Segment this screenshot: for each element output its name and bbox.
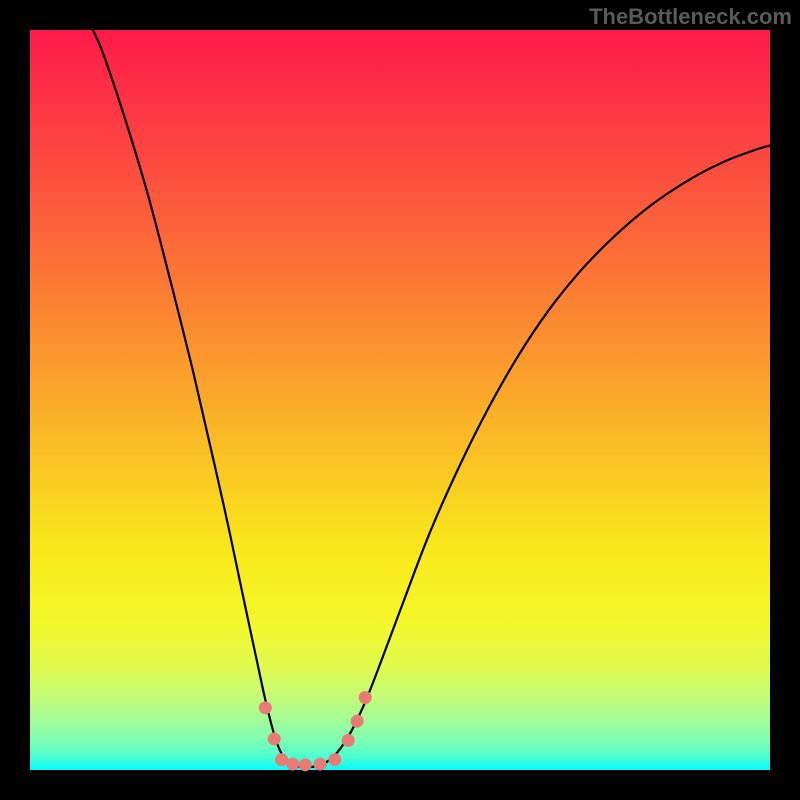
curve-marker: [259, 701, 272, 714]
plot-background: [30, 30, 770, 770]
curve-marker: [314, 758, 327, 771]
curve-marker: [351, 715, 364, 728]
curve-marker: [328, 753, 341, 766]
curve-marker: [286, 758, 299, 771]
chart-container: TheBottleneck.com: [0, 0, 800, 800]
curve-marker: [299, 758, 312, 771]
curve-marker: [268, 732, 281, 745]
chart-svg: [0, 0, 800, 800]
curve-marker: [342, 734, 355, 747]
curve-marker: [359, 691, 372, 704]
curve-marker: [275, 753, 288, 766]
attribution-label: TheBottleneck.com: [589, 4, 792, 30]
